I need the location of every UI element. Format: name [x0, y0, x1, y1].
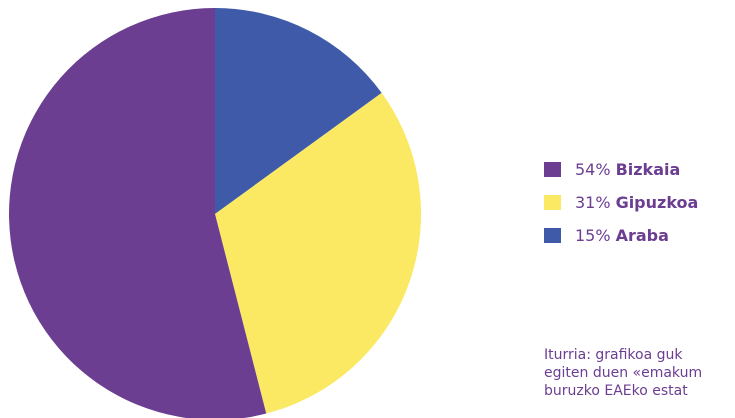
legend-item-araba: 15% Araba	[544, 225, 698, 245]
pie-slice-bizkaia	[9, 8, 267, 418]
legend-label-gipuzkoa: Gipuzkoa	[615, 192, 699, 212]
pie-slice-araba	[215, 8, 382, 214]
source-note: Iturria: grafikoa guk egiten duen «emaku…	[544, 347, 703, 399]
legend-label-araba: Araba	[615, 225, 669, 245]
legend-swatch-bizkaia	[544, 161, 561, 177]
legend-item-gipuzkoa: 31% Gipuzkoa	[544, 192, 698, 212]
legend-label-bizkaia: Bizkaia	[615, 159, 681, 179]
legend-percent-gipuzkoa: 31%	[575, 192, 611, 212]
pie-slice-gipuzkoa	[215, 92, 422, 414]
legend-percent-araba: 15%	[575, 225, 611, 245]
legend-swatch-araba	[544, 227, 561, 243]
legend: 54% Bizkaia 31% Gipuzkoa 15% Araba	[544, 159, 698, 258]
legend-percent-bizkaia: 54%	[575, 159, 611, 179]
legend-item-bizkaia: 54% Bizkaia	[544, 159, 698, 179]
legend-swatch-gipuzkoa	[544, 194, 561, 210]
